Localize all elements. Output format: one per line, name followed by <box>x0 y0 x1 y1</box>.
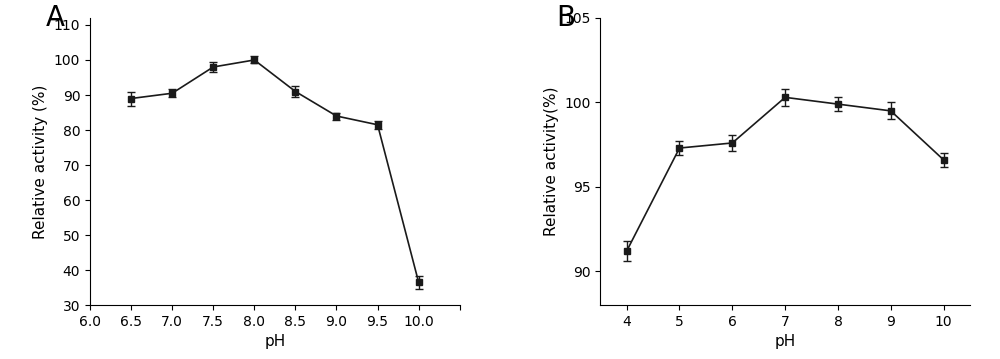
Text: B: B <box>556 4 575 32</box>
Text: A: A <box>46 4 65 32</box>
Y-axis label: Relative activity(%): Relative activity(%) <box>544 87 559 236</box>
Y-axis label: Relative activity (%): Relative activity (%) <box>33 84 48 239</box>
X-axis label: pH: pH <box>775 335 796 349</box>
X-axis label: pH: pH <box>264 335 285 349</box>
